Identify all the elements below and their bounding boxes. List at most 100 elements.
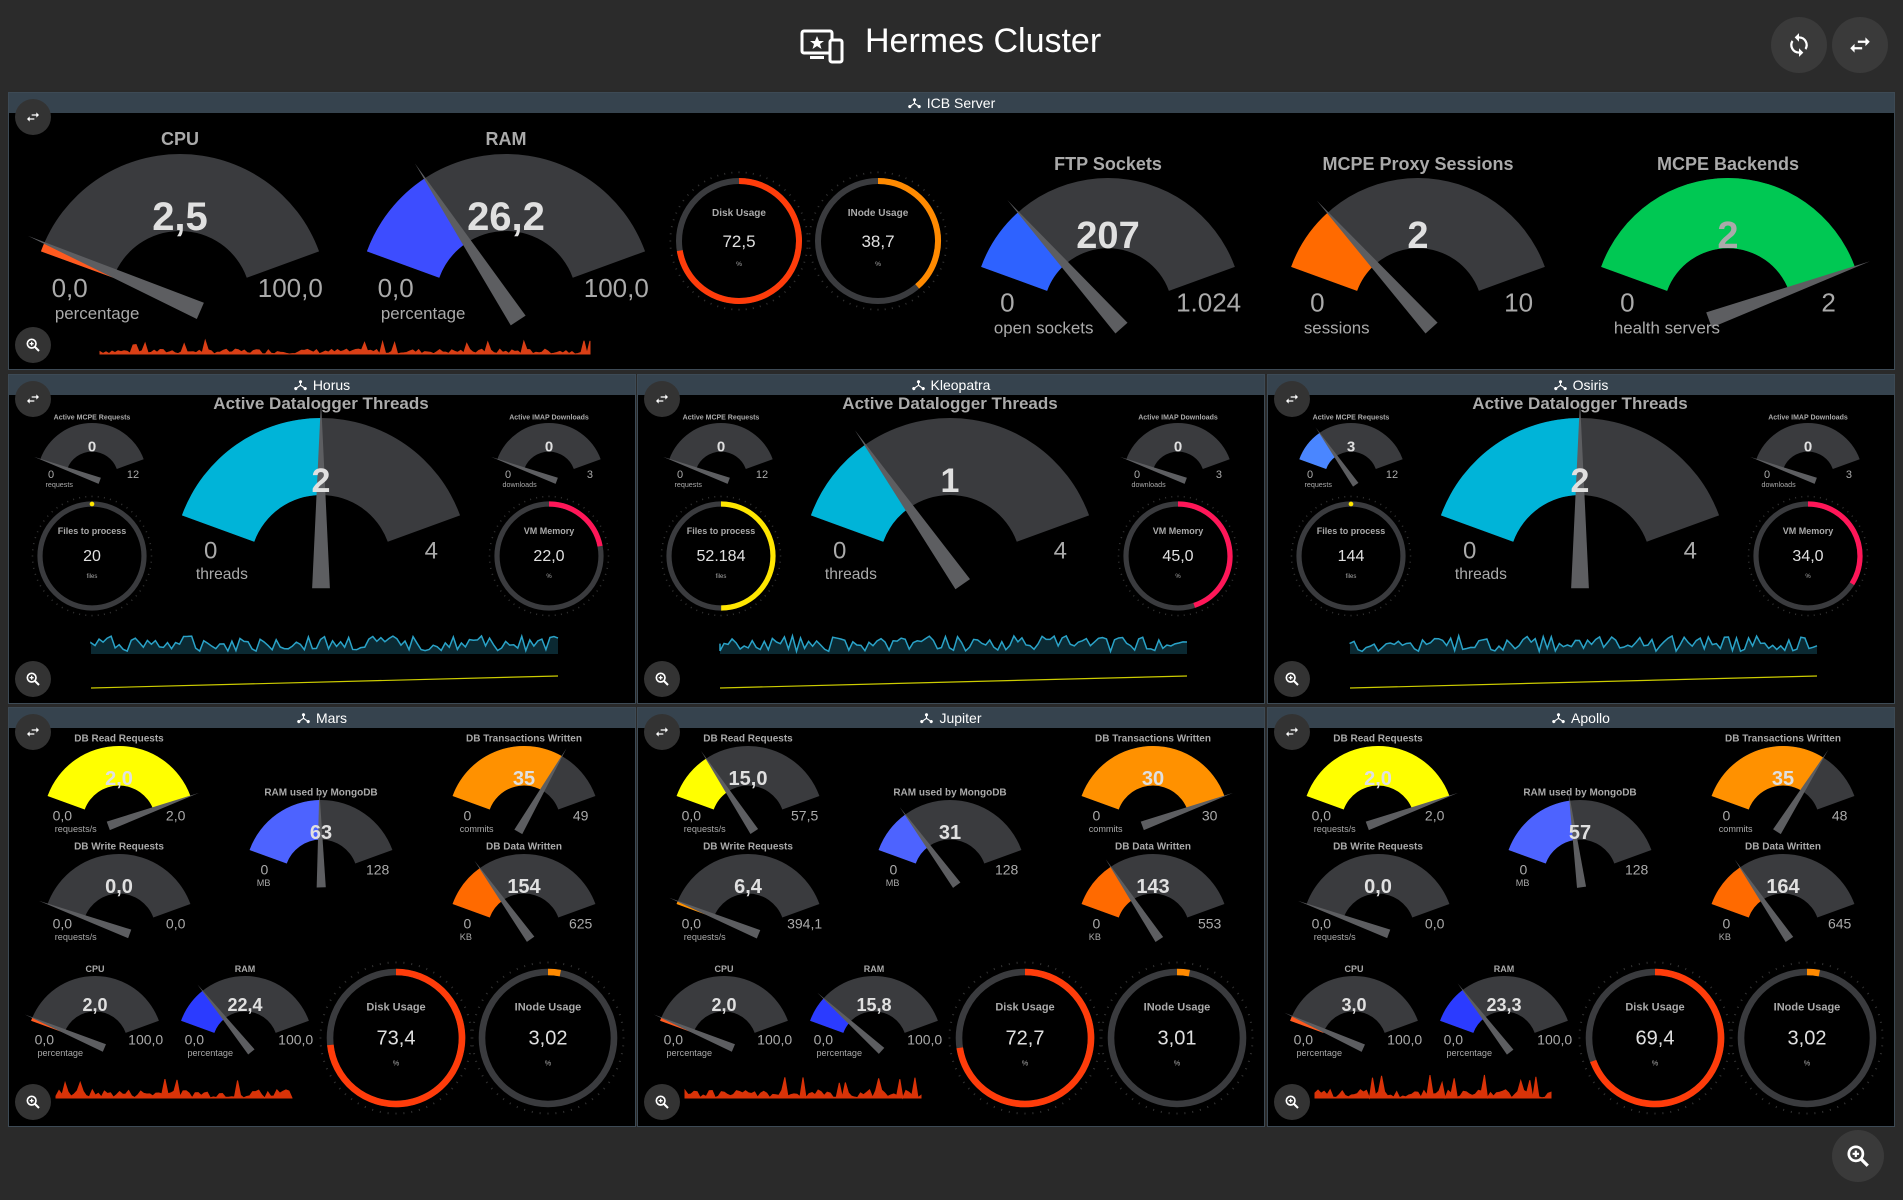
- ring-tick: [1247, 1013, 1250, 1016]
- ring-tick: [608, 992, 611, 995]
- ring-tick: [516, 967, 519, 971]
- panel-swap-button[interactable]: [15, 381, 51, 417]
- ring-tick: [329, 999, 332, 1002]
- ring-tick: [523, 1108, 526, 1111]
- ring-tick: [672, 219, 675, 221]
- ring-tick: [509, 971, 512, 974]
- ring-tick: [1768, 1102, 1771, 1105]
- gauge-min: 0: [505, 469, 511, 481]
- panel-zoom-button[interactable]: [1274, 661, 1310, 697]
- ring-tick: [1836, 1105, 1839, 1109]
- ring-tick: [475, 1013, 478, 1016]
- ring-tick: [954, 1006, 958, 1009]
- ring-tick: [596, 590, 599, 592]
- ring-tick: [686, 194, 689, 197]
- ring-tick: [682, 280, 685, 283]
- ring-tick: [570, 965, 573, 968]
- ring-tick: [993, 967, 996, 971]
- ring-tick: [1584, 1067, 1588, 1070]
- swap-view-button[interactable]: [1832, 17, 1888, 73]
- panel-zoom-button[interactable]: [15, 1084, 51, 1120]
- ring-tick: [513, 506, 515, 509]
- ring-tick: [1374, 500, 1376, 503]
- ring-tick: [744, 609, 746, 612]
- vm-memory-ring: VM Memory 22,0%: [488, 495, 610, 617]
- panel-swap-button[interactable]: [644, 381, 680, 417]
- ring-tick: [460, 1074, 463, 1077]
- gauge-max: 128: [995, 861, 1019, 877]
- gauge-title: DB Read Requests: [703, 733, 793, 744]
- gauge-fill: [810, 998, 850, 1033]
- ring-tick: [584, 971, 587, 974]
- ring-tick: [357, 1102, 360, 1105]
- ring-tick: [1877, 1060, 1880, 1063]
- ring-tick: [1831, 609, 1833, 612]
- threads-sparkline: [90, 633, 559, 654]
- gauge-max: 128: [366, 861, 390, 877]
- gauge-max: 12: [1386, 469, 1398, 481]
- gauge-title: Active Datalogger Threads: [1472, 394, 1687, 413]
- ring-tick: [1740, 1074, 1743, 1077]
- ring-tick: [432, 971, 435, 974]
- ring-tick: [1677, 965, 1680, 968]
- gauge-title: DB Transactions Written: [1095, 733, 1211, 744]
- ring-tick: [1836, 967, 1839, 971]
- panel-swap-button[interactable]: [644, 714, 680, 750]
- panel-zoom-button[interactable]: [644, 661, 680, 697]
- icb-proxy-gauge: MCPE Proxy Sessions 2 0 10 sessions: [1291, 154, 1545, 337]
- ring-tick: [696, 500, 698, 503]
- ring-tick: [1054, 967, 1057, 971]
- ring-fill: [877, 178, 941, 289]
- gauge-min: 0: [1722, 915, 1730, 931]
- panel-zoom-button[interactable]: [15, 661, 51, 697]
- ring-tick: [1719, 1074, 1722, 1077]
- mongodb-ram-gauge: RAM used by MongoDB 31 0 128 MB: [878, 787, 1022, 888]
- ring-tick: [1856, 980, 1859, 983]
- panel-zoom-button[interactable]: [644, 1084, 680, 1120]
- panel-swap-button[interactable]: [15, 99, 51, 135]
- ring-tick: [1710, 1087, 1713, 1090]
- ring-tick: [1061, 971, 1064, 974]
- ring-tick: [1684, 967, 1687, 971]
- threads-sparkline: [719, 633, 1188, 655]
- ring-tick: [523, 965, 526, 968]
- ring-tick: [690, 606, 693, 609]
- gauge-value: 15,8: [856, 995, 891, 1015]
- ring-tick: [814, 212, 817, 214]
- ring-tick: [130, 599, 133, 602]
- ring-fill: [548, 501, 603, 547]
- gauge-value: 26,2: [467, 195, 545, 239]
- gauge-title: Active MCPE Requests: [1313, 415, 1390, 422]
- panel-zoom-button[interactable]: [1274, 1084, 1310, 1120]
- panel-swap-button[interactable]: [1274, 381, 1310, 417]
- ring-tick: [1125, 525, 1128, 528]
- gauge-value: 0: [717, 438, 725, 455]
- zoom-all-button[interactable]: [1832, 1130, 1884, 1182]
- panel-swap-button[interactable]: [1274, 714, 1310, 750]
- ring-tick: [46, 594, 49, 597]
- ring-tick: [425, 967, 428, 971]
- ring-tick: [596, 520, 599, 522]
- gauge-needle: [39, 900, 132, 939]
- ring-tick: [1110, 999, 1113, 1002]
- gauge-value: 2: [1571, 462, 1590, 500]
- panel-zoom-button[interactable]: [15, 327, 51, 363]
- zoom-in-icon: [26, 1095, 40, 1109]
- ring-tick: [744, 500, 746, 503]
- ring-tick: [979, 1098, 982, 1101]
- ring-tick: [142, 584, 145, 587]
- panel-swap-button[interactable]: [15, 714, 51, 750]
- app-title: Hermes Cluster: [865, 22, 1102, 60]
- ring-tick: [675, 212, 678, 214]
- ring-unit: %: [393, 1059, 400, 1068]
- refresh-button[interactable]: [1771, 17, 1827, 73]
- ring-tick: [710, 177, 712, 180]
- gauge-fill: [676, 758, 728, 810]
- db-data-written-gauge: DB Data Written 154 0 625 KB: [452, 841, 596, 942]
- ring-tick: [1603, 980, 1606, 983]
- ring-tick: [1783, 500, 1785, 503]
- gauge-max: 0,0: [1425, 915, 1445, 931]
- ring-tick: [493, 531, 496, 533]
- db-transactions-gauge: DB Transactions Written 30 0 30 commits: [1081, 733, 1233, 834]
- sparkline-fill: [1350, 635, 1817, 654]
